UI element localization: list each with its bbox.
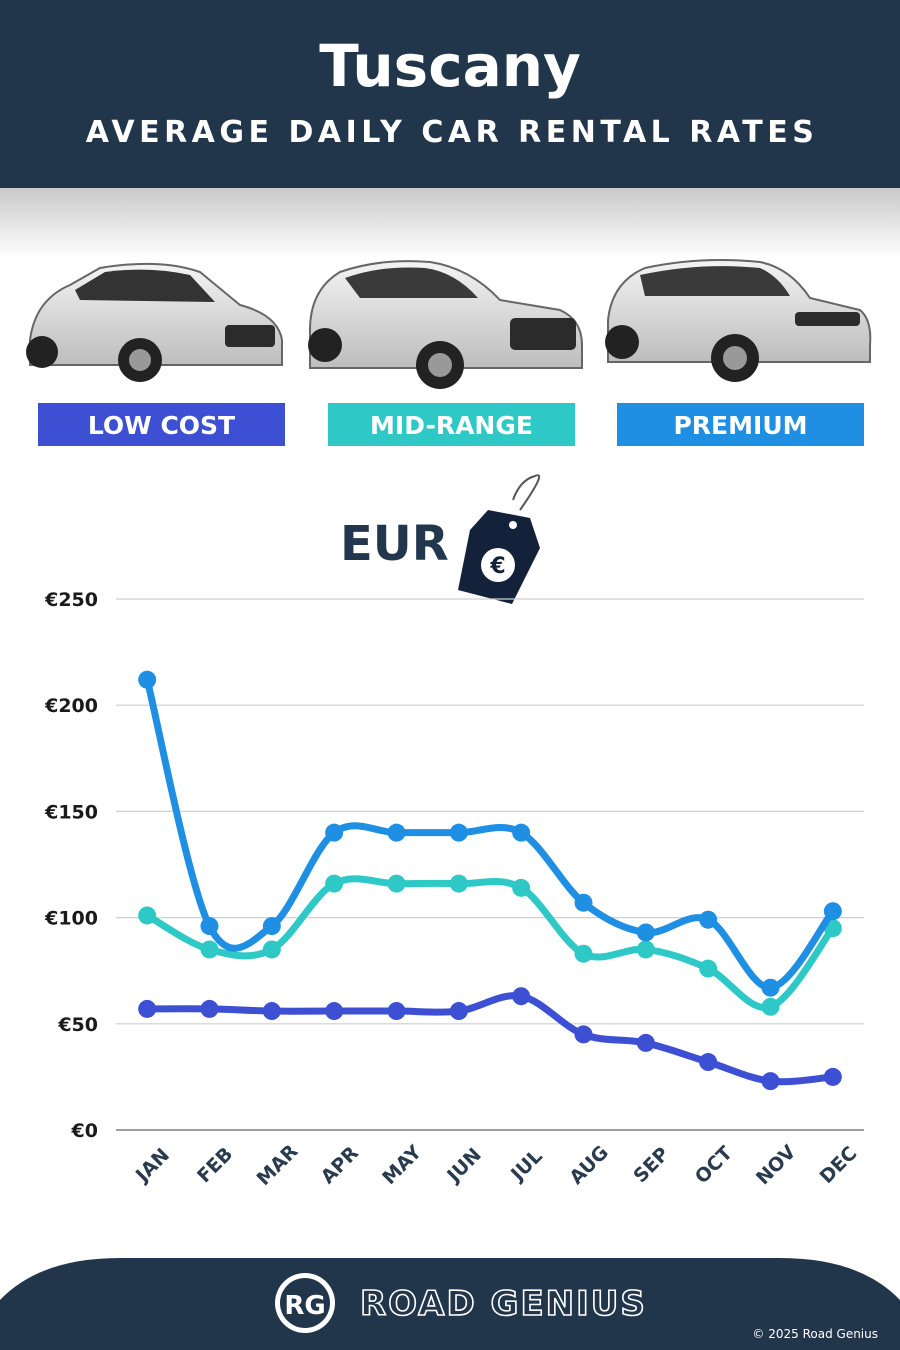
subtitle: AVERAGE DAILY CAR RENTAL RATES: [86, 115, 819, 150]
x-tick-label: APR: [317, 1142, 363, 1188]
data-point: [574, 1025, 593, 1044]
footer-band: [0, 1258, 900, 1350]
data-point: [449, 874, 468, 893]
legend-label: LOW COST: [88, 411, 235, 440]
logo-initials: RG: [284, 1291, 325, 1321]
data-point: [200, 917, 219, 936]
y-tick-label: €200: [44, 695, 98, 717]
data-point: [636, 1033, 655, 1052]
data-point: [823, 1067, 842, 1086]
x-tick-label: JAN: [130, 1144, 174, 1188]
y-tick-label: €100: [44, 908, 98, 930]
series-line: [143, 992, 837, 1086]
logo-disc: [280, 1278, 330, 1328]
x-tick-label: DEC: [816, 1142, 862, 1188]
copyright: © 2025 Road Genius: [752, 1327, 878, 1341]
data-point: [761, 1072, 780, 1091]
data-point: [262, 917, 281, 936]
data-point: [138, 670, 157, 689]
data-point: [823, 902, 842, 921]
x-tick-label: MAY: [378, 1141, 426, 1189]
car-hatchback: [26, 262, 283, 382]
data-point: [512, 987, 531, 1006]
data-point: [636, 940, 655, 959]
data-point: [325, 1002, 344, 1021]
data-point: [699, 1053, 718, 1072]
data-point: [512, 878, 531, 897]
x-tick-label: JUN: [442, 1144, 486, 1188]
data-point: [262, 940, 281, 959]
legend-label: PREMIUM: [673, 411, 807, 440]
data-point: [699, 910, 718, 929]
data-point: [325, 874, 344, 893]
header-shadow: [0, 188, 900, 258]
legend-swatch: [328, 403, 575, 446]
brand-name: ROAD GENIUS: [360, 1284, 647, 1324]
data-point: [387, 1002, 406, 1021]
header-band: [0, 0, 900, 188]
legend-label: MID-RANGE: [370, 411, 533, 440]
data-point: [387, 823, 406, 842]
car-premium-suv: [605, 259, 872, 382]
y-tick-label: €150: [44, 801, 98, 823]
x-tick-label: JUL: [505, 1145, 546, 1186]
legend-swatch: [617, 403, 864, 446]
data-point: [449, 1002, 468, 1021]
legend-swatch: [38, 403, 285, 446]
data-point: [200, 940, 219, 959]
currency-label: EUR: [340, 516, 449, 572]
y-tick-label: €0: [71, 1120, 98, 1142]
x-tick-label: FEB: [193, 1143, 237, 1187]
data-point: [387, 874, 406, 893]
y-tick-label: €250: [44, 589, 98, 611]
price-tag-icon: €: [458, 474, 540, 604]
x-tick-label: MAR: [253, 1140, 303, 1190]
data-point: [138, 906, 157, 925]
data-point: [574, 944, 593, 963]
x-tick-label: OCT: [691, 1142, 737, 1188]
data-point: [200, 999, 219, 1018]
data-point: [699, 959, 718, 978]
data-point: [761, 997, 780, 1016]
y-tick-label: €50: [57, 1014, 98, 1036]
data-point: [138, 999, 157, 1018]
x-tick-label: SEP: [629, 1143, 673, 1187]
plot-area: €0 €50 €100 €150 €200 €250 JAN FEB MAR APR MAY JUN J…: [44, 589, 864, 1190]
car-suv: [308, 260, 583, 389]
series-line: [143, 676, 837, 992]
data-point: [761, 978, 780, 997]
svg-text:€: €: [489, 554, 505, 579]
data-point: [325, 823, 344, 842]
data-point: [636, 923, 655, 942]
data-point: [574, 893, 593, 912]
x-tick-label: AUG: [565, 1141, 612, 1188]
x-tick-label: NOV: [752, 1141, 800, 1189]
data-point: [262, 1002, 281, 1021]
data-point: [449, 823, 468, 842]
data-point: [512, 823, 531, 842]
title: Tuscany: [319, 32, 581, 100]
